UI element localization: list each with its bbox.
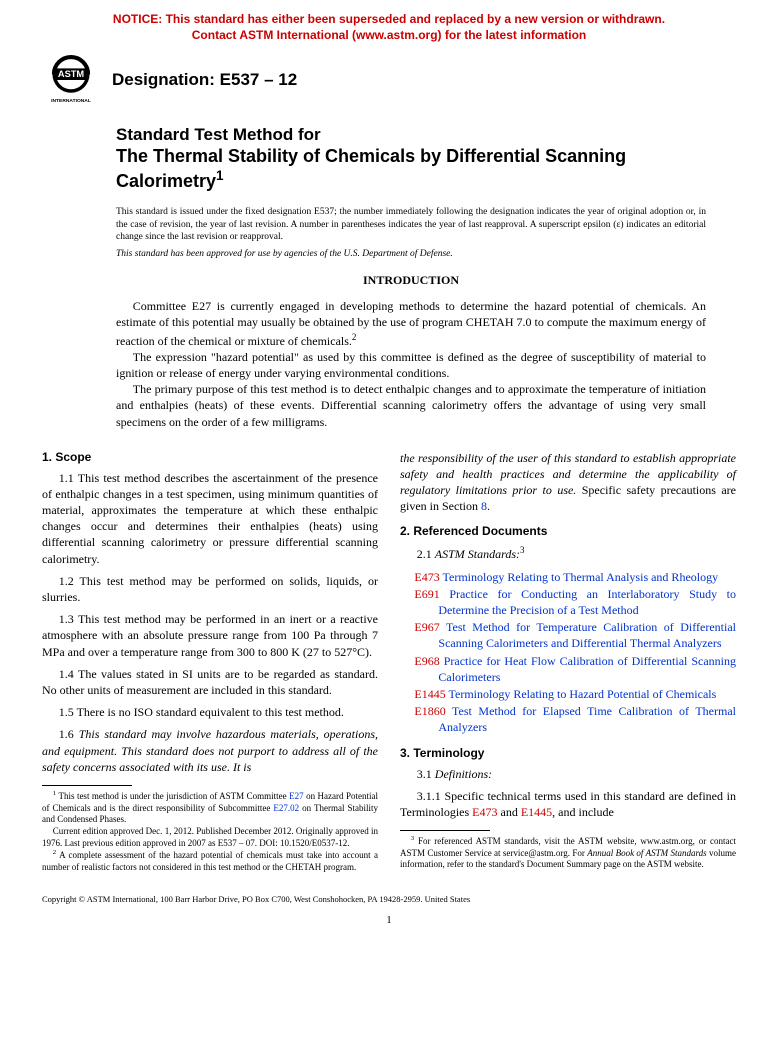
scope-1-4: 1.4 The values stated in SI units are to… [42, 666, 378, 698]
issuance-note: This standard is issued under the fixed … [116, 206, 706, 243]
scope-1-2: 1.2 This test method may be performed on… [42, 573, 378, 605]
page-number: 1 [42, 914, 736, 926]
title-kicker: Standard Test Method for [116, 125, 706, 145]
terminology-3-1-1: 3.1.1 Specific technical terms used in t… [400, 788, 736, 820]
body-columns: 1. Scope 1.1 This test method describes … [42, 450, 736, 874]
intro-heading: INTRODUCTION [116, 273, 706, 288]
ref-code[interactable]: E967 [414, 620, 439, 634]
ref-title[interactable]: Terminology Relating to Thermal Analysis… [443, 570, 719, 584]
copyright-line: Copyright © ASTM International, 100 Barr… [42, 894, 736, 904]
ref-item: E691 Practice for Conducting an Interlab… [400, 586, 736, 618]
ref-code[interactable]: E968 [414, 654, 439, 668]
terminology-link-e1445[interactable]: E1445 [521, 805, 552, 819]
intro-p3: The primary purpose of this test method … [116, 381, 706, 430]
notice-line-1: NOTICE: This standard has either been su… [113, 12, 665, 26]
referenced-subhead: 2.1 ASTM Standards:3 [400, 544, 736, 562]
supersession-notice: NOTICE: This standard has either been su… [42, 12, 736, 43]
ref-title[interactable]: Terminology Relating to Hazard Potential… [449, 687, 717, 701]
header-row: ASTM INTERNATIONAL Designation: E537 – 1… [42, 51, 736, 109]
ref-item: E473 Terminology Relating to Thermal Ana… [400, 569, 736, 585]
terminology-heading: 3. Terminology [400, 746, 736, 760]
footnote-3: 3 For referenced ASTM standards, visit t… [400, 835, 736, 871]
scope-1-6-cont: the responsibility of the user of this s… [400, 450, 736, 515]
scope-1-1: 1.1 This test method describes the ascer… [42, 470, 378, 567]
ref-item: E1860 Test Method for Elapsed Time Calib… [400, 703, 736, 735]
title-block: Standard Test Method for The Thermal Sta… [116, 125, 706, 288]
subcommittee-link[interactable]: E27.02 [273, 803, 299, 813]
ref-code[interactable]: E473 [414, 570, 439, 584]
terminology-link-e473[interactable]: E473 [472, 805, 497, 819]
footnote-2: 2 A complete assessment of the hazard po… [42, 849, 378, 873]
dod-approval: This standard has been approved for use … [116, 249, 706, 259]
footnote-1-cont: Current edition approved Dec. 1, 2012. P… [42, 826, 378, 849]
footnote-rule-right [400, 830, 490, 831]
left-column: 1. Scope 1.1 This test method describes … [42, 450, 378, 874]
ref-code[interactable]: E1860 [414, 704, 445, 718]
right-column: the responsibility of the user of this s… [400, 450, 736, 874]
referenced-list: E473 Terminology Relating to Thermal Ana… [400, 569, 736, 736]
footnote-rule-left [42, 785, 132, 786]
astm-logo: ASTM INTERNATIONAL [42, 51, 100, 109]
ref-title[interactable]: Test Method for Elapsed Time Calibration… [438, 704, 736, 734]
ref-title[interactable]: Practice for Conducting an Interlaborato… [438, 587, 736, 617]
scope-1-3: 1.3 This test method may be performed in… [42, 611, 378, 660]
ref-code[interactable]: E691 [414, 587, 439, 601]
scope-1-5: 1.5 There is no ISO standard equivalent … [42, 704, 378, 720]
ref-item: E1445 Terminology Relating to Hazard Pot… [400, 686, 736, 702]
intro-footnote-ref: 2 [352, 332, 357, 342]
referenced-heading: 2. Referenced Documents [400, 524, 736, 538]
terminology-subhead: 3.1 Definitions: [400, 766, 736, 782]
ref-item: E968 Practice for Heat Flow Calibration … [400, 653, 736, 685]
scope-1-6: 1.6 This standard may involve hazardous … [42, 726, 378, 775]
ref-title[interactable]: Test Method for Temperature Calibration … [438, 620, 736, 650]
intro-p2: The expression "hazard potential" as use… [116, 349, 706, 381]
footnote-1: 1 This test method is under the jurisdic… [42, 790, 378, 826]
intro-body: Committee E27 is currently engaged in de… [116, 298, 706, 430]
title-footnote-ref: 1 [216, 168, 224, 183]
committee-link[interactable]: E27 [289, 791, 304, 801]
scope-heading: 1. Scope [42, 450, 378, 464]
svg-text:ASTM: ASTM [58, 69, 85, 79]
title-main: The Thermal Stability of Chemicals by Di… [116, 145, 706, 192]
designation: Designation: E537 – 12 [112, 70, 297, 90]
page: NOTICE: This standard has either been su… [0, 0, 778, 946]
notice-line-2: Contact ASTM International (www.astm.org… [192, 28, 586, 42]
ref-item: E967 Test Method for Temperature Calibra… [400, 619, 736, 651]
ref-title[interactable]: Practice for Heat Flow Calibration of Di… [438, 654, 736, 684]
intro-p1: Committee E27 is currently engaged in de… [116, 298, 706, 349]
ref-code[interactable]: E1445 [414, 687, 445, 701]
svg-text:INTERNATIONAL: INTERNATIONAL [51, 98, 91, 104]
